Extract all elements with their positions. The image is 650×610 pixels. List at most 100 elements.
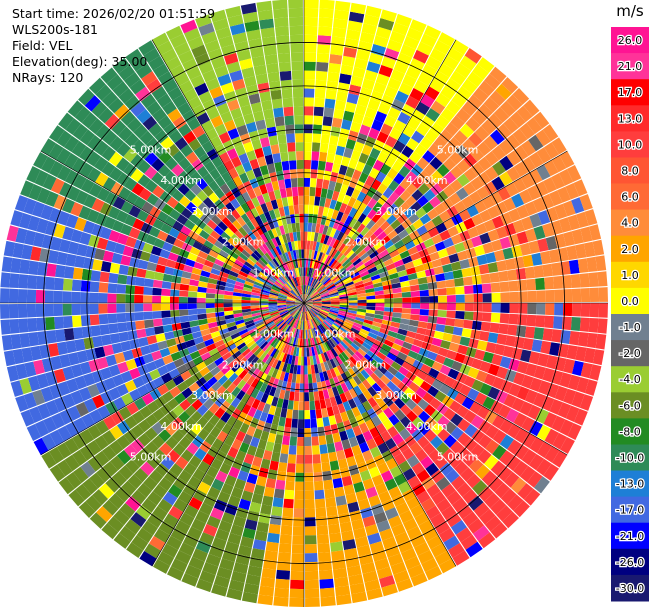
range-gate: [291, 418, 298, 428]
range-gate: [488, 476, 504, 492]
range-gate: [319, 290, 329, 296]
range-gate: [304, 177, 311, 187]
range-gate: [496, 226, 508, 239]
range-gate: [322, 371, 329, 381]
range-gate: [74, 375, 87, 390]
range-gate: [242, 223, 252, 234]
colorbar-tick-label: 1.0: [621, 269, 639, 282]
range-gate: [311, 427, 318, 437]
range-gate: [260, 363, 269, 373]
range-gate: [312, 355, 317, 365]
range-gate: [567, 374, 581, 391]
range-gate: [519, 401, 533, 416]
range-gate: [304, 25, 318, 36]
range-gate: [343, 447, 354, 459]
range-gate: [455, 221, 468, 234]
range-gate: [470, 415, 484, 429]
range-gate: [311, 259, 316, 269]
range-gate: [259, 411, 269, 422]
range-gate: [308, 288, 315, 296]
range-gate: [492, 444, 507, 460]
range-gate: [433, 330, 444, 340]
range-gate: [357, 305, 367, 310]
range-gate: [436, 280, 447, 289]
range-gate: [392, 208, 404, 219]
range-gate: [246, 445, 257, 457]
range-gate: [551, 329, 562, 343]
range-gate: [335, 344, 344, 354]
range-gate: [316, 315, 324, 322]
range-gate: [455, 303, 465, 311]
range-gate: [551, 415, 566, 432]
range-gate: [153, 559, 170, 574]
range-gate: [336, 231, 344, 241]
range-gate: [158, 429, 172, 443]
range-gate: [347, 228, 357, 238]
range-gate: [536, 303, 546, 315]
range-gate: [387, 366, 398, 376]
range-gate: [96, 187, 110, 202]
range-gate: [403, 518, 418, 532]
range-gate: [288, 445, 297, 455]
range-gate: [478, 264, 490, 275]
range-gate: [26, 166, 41, 183]
range-gate: [45, 191, 59, 207]
range-gate: [66, 378, 79, 393]
range-gate: [310, 290, 318, 297]
range-gate: [372, 393, 383, 404]
range-gate: [309, 391, 315, 402]
range-gate: [511, 193, 525, 208]
range-gate: [234, 353, 245, 363]
range-gate: [423, 357, 435, 368]
range-gate: [482, 242, 494, 254]
range-gate: [290, 562, 304, 572]
range-gate: [477, 171, 491, 186]
range-gate: [224, 286, 234, 292]
range-gate: [526, 117, 543, 134]
range-gate: [295, 300, 304, 303]
range-gate: [499, 281, 510, 292]
range-gate: [340, 271, 349, 279]
range-gate: [417, 550, 434, 564]
range-gate: [79, 162, 94, 178]
range-gate: [275, 318, 284, 326]
range-gate: [118, 126, 133, 142]
range-gate: [343, 360, 352, 371]
range-gate: [330, 303, 340, 305]
range-gate: [98, 282, 109, 293]
range-gate: [157, 365, 169, 377]
range-gate: [362, 478, 375, 490]
range-gate: [330, 273, 339, 281]
range-gate: [320, 310, 329, 316]
range-gate: [159, 347, 171, 358]
range-gate: [376, 566, 393, 580]
range-gate: [151, 350, 163, 361]
range-gate: [291, 289, 298, 297]
range-gate: [571, 303, 582, 317]
range-gate: [563, 303, 573, 317]
range-gate: [510, 477, 527, 494]
range-gate: [190, 273, 201, 281]
range-gate: [405, 66, 421, 80]
range-gate: [554, 233, 567, 249]
range-gate: [161, 310, 171, 318]
range-gate: [211, 381, 222, 392]
range-gate: [26, 304, 37, 318]
range-gate: [366, 246, 377, 256]
range-gate: [524, 488, 541, 506]
range-gate: [50, 355, 63, 371]
range-gate: [136, 209, 149, 222]
range-gate: [507, 324, 518, 336]
range-gate: [498, 404, 512, 419]
range-gate: [435, 222, 448, 234]
range-gate: [88, 183, 103, 198]
range-gate: [407, 350, 419, 360]
range-gate: [284, 315, 292, 322]
range-gate: [373, 339, 384, 348]
range-gate: [329, 308, 339, 313]
range-gate: [40, 386, 54, 403]
range-gate: [178, 303, 188, 310]
range-gate: [454, 461, 469, 476]
range-gate: [334, 334, 342, 343]
range-gate: [260, 576, 275, 588]
